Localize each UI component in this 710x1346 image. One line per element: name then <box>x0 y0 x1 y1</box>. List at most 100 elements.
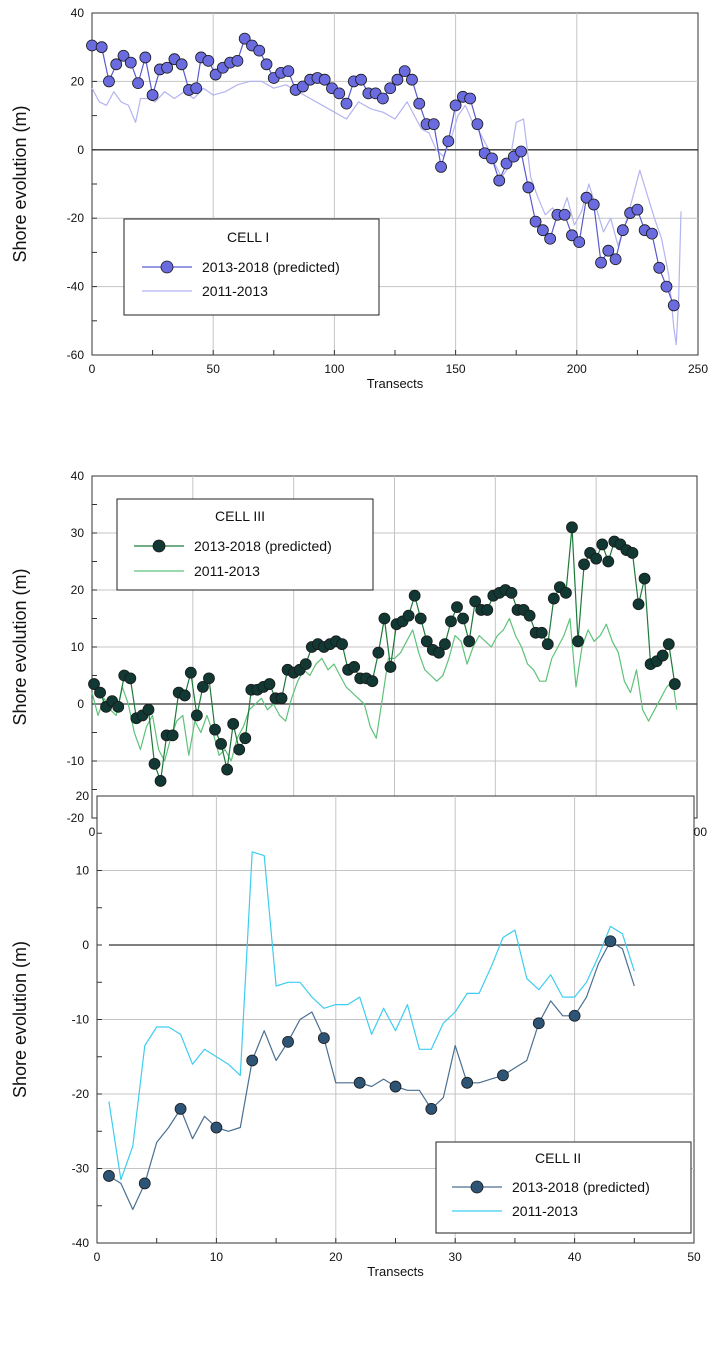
data-point <box>631 203 644 216</box>
legend-label: 2013-2018 (predicted) <box>194 538 332 554</box>
data-point <box>461 1076 474 1089</box>
data-point <box>486 152 498 165</box>
data-point <box>427 118 440 131</box>
data-point <box>112 700 125 713</box>
data-point <box>178 689 191 702</box>
data-point <box>541 638 554 651</box>
data-point <box>86 39 98 52</box>
data-point <box>442 135 455 148</box>
data-point <box>110 58 123 71</box>
data-point <box>646 227 658 240</box>
data-point <box>95 41 108 54</box>
data-point <box>227 718 240 730</box>
data-point <box>523 609 536 622</box>
data-point <box>505 586 518 599</box>
x-tick-label: 30 <box>449 1250 463 1264</box>
x-axis-label: Transects <box>367 376 424 391</box>
y-tick-label: 40 <box>71 469 85 483</box>
data-point <box>197 681 209 693</box>
legend-swatch-marker <box>152 539 166 553</box>
data-point <box>391 73 404 86</box>
y-tick-label: -40 <box>72 1236 90 1250</box>
data-point <box>139 51 152 64</box>
data-point <box>184 666 197 679</box>
data-point <box>384 661 397 673</box>
data-point <box>166 729 179 742</box>
data-point <box>138 1177 151 1190</box>
data-point <box>190 82 203 95</box>
legend-label: 2011-2013 <box>202 283 268 299</box>
data-point <box>202 54 215 67</box>
data-point <box>457 612 469 625</box>
legend-label: 2013-2018 (predicted) <box>202 259 340 275</box>
data-point <box>88 678 100 690</box>
data-point <box>547 592 560 605</box>
data-point <box>215 738 227 750</box>
data-point <box>398 65 411 78</box>
legend: CELL III 2013-2018 (predicted) 2011-2013 <box>116 498 374 591</box>
data-point <box>420 635 433 648</box>
data-point <box>602 555 615 568</box>
data-point <box>355 73 367 86</box>
data-point <box>282 1035 294 1048</box>
data-point <box>604 935 617 948</box>
x-axis-label: Transects <box>367 1264 424 1279</box>
data-point <box>238 32 251 45</box>
chart-panel-1: 0 50 100 150 200 250 -60 -40 -20 0 20 40 Transects Sh… <box>10 6 708 391</box>
data-point <box>668 678 681 690</box>
chart-panel-3: 0 10 20 30 40 50 -40 -30 -20 -10 0 10 20 Transects Sho… <box>10 789 701 1279</box>
data-point <box>246 1054 259 1067</box>
data-point <box>469 595 482 608</box>
data-point <box>376 92 389 105</box>
y-tick-label: 40 <box>71 6 85 20</box>
y-axis-label: Shore evolution (m) <box>10 568 30 725</box>
y-tick-label: 0 <box>77 697 84 711</box>
y-tick-label: -30 <box>72 1162 90 1176</box>
data-point <box>174 1103 187 1115</box>
data-point <box>124 56 137 69</box>
data-point <box>209 68 222 81</box>
data-point <box>353 1076 366 1089</box>
data-point <box>253 44 266 57</box>
data-point <box>449 99 462 112</box>
data-point <box>209 723 221 736</box>
data-point <box>275 692 288 705</box>
x-tick-label: 100 <box>324 362 344 376</box>
data-point <box>190 709 203 722</box>
legend-label: 2011-2013 <box>512 1203 578 1219</box>
data-point <box>340 97 353 110</box>
x-tick-label: 20 <box>329 1250 343 1264</box>
y-tick-label: -20 <box>67 811 85 825</box>
legend-title: CELL I <box>227 229 269 245</box>
data-point <box>439 638 451 651</box>
data-point <box>529 215 542 228</box>
data-point <box>535 626 548 639</box>
y-tick-label: 30 <box>71 526 85 540</box>
data-point <box>653 261 666 274</box>
x-tick-label: 150 <box>446 362 466 376</box>
x-tick-label: 200 <box>567 362 587 376</box>
data-point <box>103 75 115 88</box>
data-point <box>573 236 586 249</box>
data-point <box>595 256 607 269</box>
data-point <box>296 80 309 93</box>
data-point <box>175 58 188 71</box>
data-point <box>596 538 609 551</box>
data-point <box>626 547 639 559</box>
data-point <box>662 638 675 651</box>
data-point <box>522 181 535 194</box>
data-point <box>263 678 276 690</box>
y-tick-label: 0 <box>77 143 84 157</box>
x-tick-label: 50 <box>207 362 221 376</box>
data-point <box>616 224 629 237</box>
x-tick-label: 40 <box>568 1250 582 1264</box>
legend-label: 2013-2018 (predicted) <box>512 1179 650 1195</box>
data-point <box>471 118 484 131</box>
data-point <box>414 612 427 625</box>
y-tick-label: 20 <box>71 74 85 88</box>
data-point <box>148 757 161 770</box>
data-point <box>413 97 426 110</box>
y-tick-label: 10 <box>71 640 85 654</box>
